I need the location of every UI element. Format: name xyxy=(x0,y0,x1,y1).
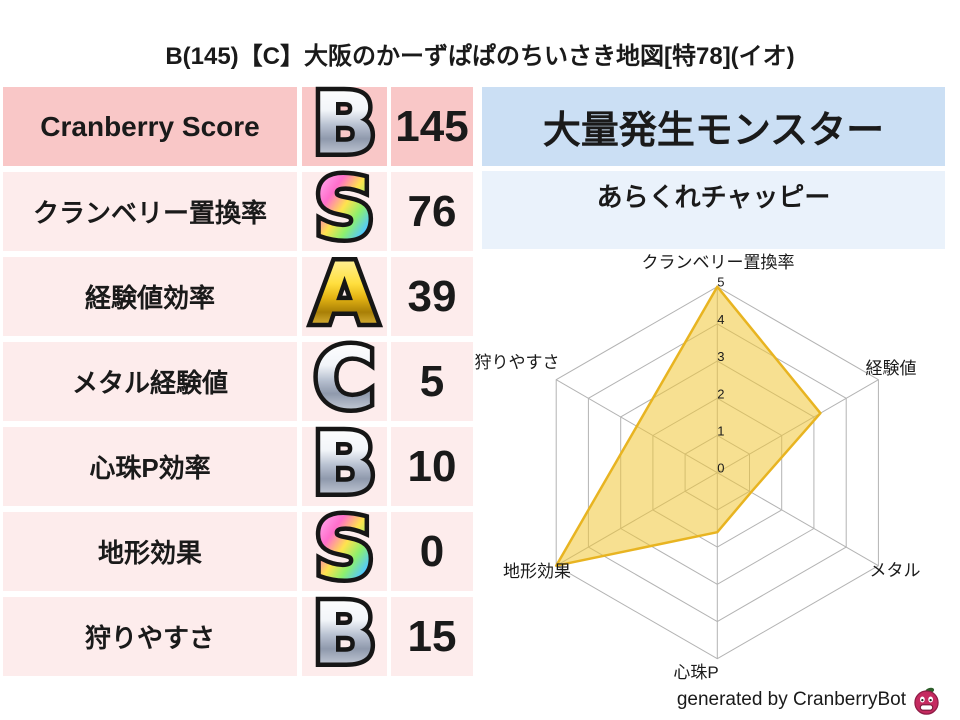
table-row: 狩りやすさ B B 15 xyxy=(3,587,473,680)
grade-badge: C C xyxy=(302,332,387,425)
grade-badge: B B xyxy=(302,587,387,680)
grade-badge: A A xyxy=(302,247,387,340)
stat-label: 地形効果 xyxy=(3,512,297,591)
svg-text:5: 5 xyxy=(717,275,724,290)
radar-axis-label: クランベリー置換率 xyxy=(641,253,795,272)
svg-text:3: 3 xyxy=(717,349,724,364)
grade-badge: B B xyxy=(302,417,387,510)
svg-text:0: 0 xyxy=(717,461,724,476)
stat-label: メタル経験値 xyxy=(3,342,297,421)
svg-text:1: 1 xyxy=(717,424,724,439)
stat-label: 経験値効率 xyxy=(3,257,297,336)
cranberry-icon xyxy=(914,687,939,715)
table-row: 経験値効率 A A 39 xyxy=(3,247,473,340)
grade-letter-outline: C xyxy=(309,332,380,425)
stat-label: 狩りやすさ xyxy=(3,597,297,676)
grade-badge: S S xyxy=(302,162,387,255)
radar-chart: 0 1 2 3 4 5 クランベリー置換率 経験値 メタル 心珠P 地形効果 狩りやすさ xyxy=(475,252,960,720)
grade-letter: B xyxy=(312,584,377,683)
grade-letter-outline: S xyxy=(310,162,379,255)
stats-table: Cranberry Score B B 145 クランベリー置換率 S S 76… xyxy=(3,77,473,682)
table-row: 地形効果 S S 0 xyxy=(3,502,473,595)
grade-letter-outline: A xyxy=(307,247,381,340)
stat-value: 5 xyxy=(391,342,473,421)
page-title: B(145)【C】大阪のかーずぱぱのちいさき地図[特78](イオ) xyxy=(165,43,795,70)
radar-axis-label: 狩りやすさ xyxy=(474,353,560,372)
credit-text: generated by CranberryBot xyxy=(676,689,906,710)
monster-name: あらくれチャッピー xyxy=(482,171,945,249)
table-row: Cranberry Score B B 145 xyxy=(3,77,473,170)
radar-axis-label: 地形効果 xyxy=(503,562,571,581)
stat-value: 0 xyxy=(391,512,473,591)
grade-letter: A xyxy=(311,244,378,343)
grade-badge: B B xyxy=(302,77,387,170)
grade-letter: S xyxy=(314,499,375,598)
table-row: メタル経験値 C C 5 xyxy=(3,332,473,425)
stat-value: 10 xyxy=(391,427,473,506)
radar-axis-label: 経験値 xyxy=(865,359,917,378)
stat-label: 心珠P効率 xyxy=(3,427,297,506)
radar-axis-label: メタル xyxy=(869,561,921,580)
grade-letter-outline: B xyxy=(308,587,381,680)
svg-text:2: 2 xyxy=(717,386,724,401)
grade-letter: C xyxy=(313,329,376,428)
stat-label: Cranberry Score xyxy=(3,87,297,166)
table-row: クランベリー置換率 S S 76 xyxy=(3,162,473,255)
radar-chart-canvas: 0 1 2 3 4 5 xyxy=(554,275,879,660)
grade-badge: S S xyxy=(302,502,387,595)
credit-footer: generated by CranberryBot xyxy=(677,684,942,716)
svg-text:4: 4 xyxy=(717,312,724,327)
radar-axis-label: 心珠P xyxy=(673,663,719,682)
monster-panel-header: 大量発生モンスター xyxy=(482,87,945,166)
stat-value: 39 xyxy=(391,257,473,336)
grade-letter: S xyxy=(314,159,375,258)
grade-letter-outline: S xyxy=(310,502,379,595)
stat-value: 15 xyxy=(391,597,473,676)
grade-letter: B xyxy=(312,74,377,173)
grade-letter: B xyxy=(312,414,377,513)
stat-value: 145 xyxy=(391,87,473,166)
grade-letter-outline: B xyxy=(308,417,381,510)
table-row: 心珠P効率 B B 10 xyxy=(3,417,473,510)
stat-label: クランベリー置換率 xyxy=(3,172,297,251)
grade-letter-outline: B xyxy=(308,77,381,170)
stat-value: 76 xyxy=(391,172,473,251)
